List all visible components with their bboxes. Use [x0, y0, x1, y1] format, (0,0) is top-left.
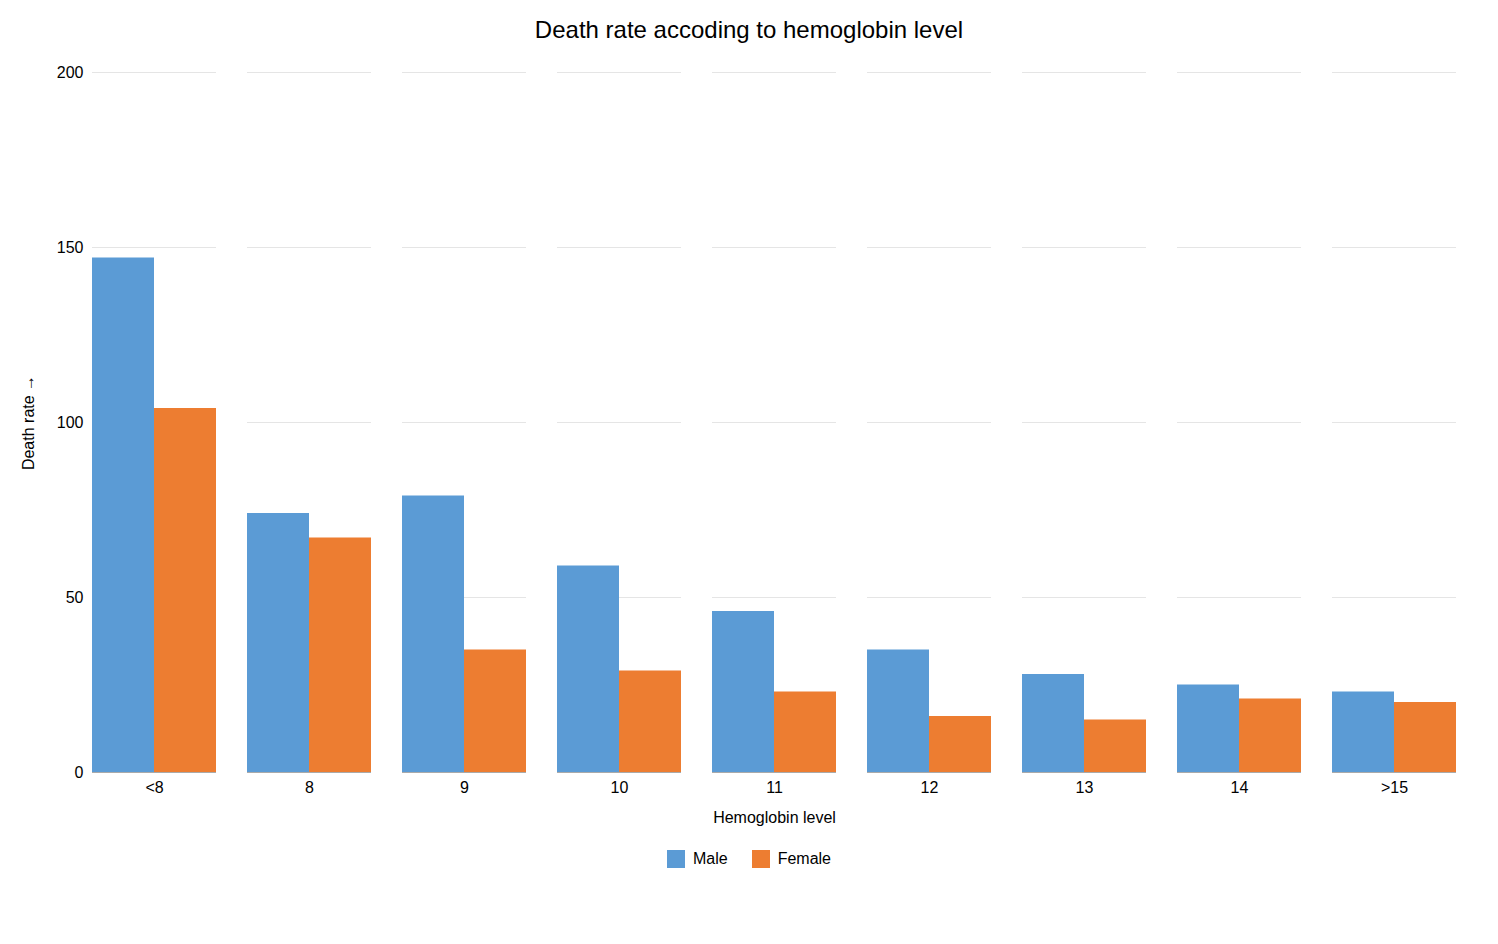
html-text:Female: Female [777, 850, 831, 867]
svg-text:0: 0 [75, 764, 84, 781]
svg-text:200: 200 [57, 64, 84, 81]
svg-text:11: 11 [766, 779, 783, 796]
svg-text:12: 12 [921, 779, 939, 796]
svg-text:10: 10 [611, 779, 629, 796]
svg-text:Hemoglobin level: Hemoglobin level [713, 809, 836, 826]
html-text:Male: Male [693, 850, 728, 867]
svg-text:14: 14 [1231, 779, 1249, 796]
svg-text:8: 8 [305, 779, 314, 796]
svg-text:<8: <8 [145, 779, 163, 796]
svg-text:100: 100 [57, 414, 84, 431]
svg-text:13: 13 [1076, 779, 1094, 796]
svg-text:>15: >15 [1381, 779, 1408, 796]
svg-text:9: 9 [460, 779, 469, 796]
svg-text:150: 150 [57, 239, 84, 256]
svg-text:Death rate →: Death rate → [20, 375, 37, 470]
html-text:Death rate accoding to hemoglo: Death rate accoding to hemoglobin level [534, 16, 964, 43]
svg-text:50: 50 [66, 589, 84, 606]
